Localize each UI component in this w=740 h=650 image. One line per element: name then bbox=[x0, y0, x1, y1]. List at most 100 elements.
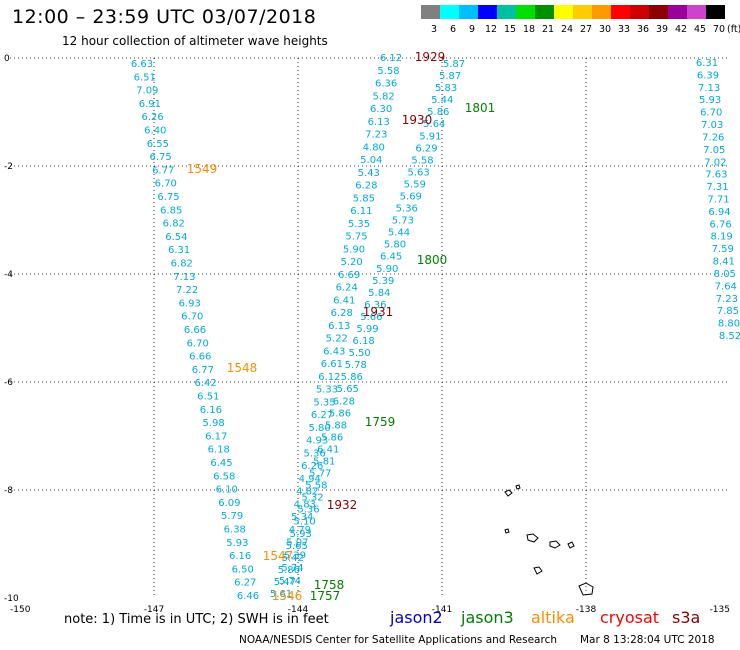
color-scale-label: 42 bbox=[674, 24, 688, 35]
color-swatch bbox=[554, 5, 573, 19]
swh-value: 7.64 bbox=[715, 281, 737, 292]
swh-value: 6.76 bbox=[709, 219, 731, 230]
longitude-tick-label: -144 bbox=[288, 605, 309, 615]
swh-value: 4.94 bbox=[299, 474, 321, 485]
swh-value: 5.07 bbox=[286, 538, 308, 549]
swh-value: 6.75 bbox=[157, 192, 179, 203]
swh-value: 6.36 bbox=[375, 79, 397, 90]
color-swatch bbox=[630, 5, 649, 19]
color-swatch bbox=[421, 5, 440, 19]
color-scale-label: 21 bbox=[541, 24, 555, 35]
latitude-tick-label: -10 bbox=[4, 594, 19, 604]
swh-value: 6.70 bbox=[187, 338, 209, 349]
swh-value: 5.82 bbox=[372, 91, 394, 102]
swh-value: 6.94 bbox=[708, 207, 730, 218]
color-swatch bbox=[440, 5, 459, 19]
swh-value: 7.85 bbox=[717, 306, 739, 317]
swh-value: 6.61 bbox=[321, 359, 343, 370]
swh-value: 5.04 bbox=[360, 155, 382, 166]
swh-value: 6.70 bbox=[700, 108, 722, 119]
swh-value: 6.18 bbox=[352, 336, 374, 347]
swh-value: 6.55 bbox=[147, 139, 169, 150]
swh-value: 5.86 bbox=[278, 565, 300, 576]
swh-value: 5.36 bbox=[297, 505, 319, 516]
pass-time-label: 1547 bbox=[263, 549, 294, 563]
color-swatch bbox=[516, 5, 535, 19]
legend-s3a: s3a bbox=[672, 608, 701, 627]
swh-value: 5.58 bbox=[305, 481, 327, 492]
swh-value: 5.22 bbox=[326, 334, 348, 345]
swh-value: 6.28 bbox=[331, 308, 353, 319]
swh-value: 5.93 bbox=[290, 529, 312, 540]
swh-value: 6.66 bbox=[189, 352, 211, 363]
swh-value: 5.91 bbox=[419, 131, 441, 142]
swh-value: 6.18 bbox=[208, 445, 230, 456]
swh-value: 6.40 bbox=[144, 126, 166, 137]
swh-value: 5.88 bbox=[325, 420, 347, 431]
swh-value: 6.85 bbox=[160, 205, 182, 216]
longitude-tick-label: -138 bbox=[576, 605, 597, 615]
color-scale-label: 24 bbox=[560, 24, 574, 35]
pass-time-label: 1757 bbox=[310, 589, 341, 603]
swh-value: 5.36 bbox=[396, 204, 418, 215]
swh-value: 4.93 bbox=[306, 436, 328, 447]
swh-value: 5.74 bbox=[279, 576, 301, 587]
swh-value: 6.43 bbox=[323, 346, 345, 357]
swh-value: 8.80 bbox=[718, 319, 740, 330]
swh-value: 8.41 bbox=[713, 257, 735, 268]
color-scale-label: 27 bbox=[579, 24, 593, 35]
swh-value: 5.86 bbox=[427, 107, 449, 118]
swh-value: 6.66 bbox=[184, 325, 206, 336]
island bbox=[515, 484, 521, 490]
island bbox=[504, 489, 513, 497]
pass-time-label: 1546 bbox=[272, 589, 303, 603]
swh-value: 5.83 bbox=[435, 83, 457, 94]
color-swatch bbox=[573, 5, 592, 19]
swh-value: 6.46 bbox=[237, 591, 259, 602]
swh-value: 4.80 bbox=[363, 142, 385, 153]
footer-credit: NOAA/NESDIS Center for Satellite Applica… bbox=[239, 634, 557, 646]
swh-value: 6.41 bbox=[333, 295, 355, 306]
swh-value: 7.05 bbox=[703, 145, 725, 156]
swh-value: 4.82 bbox=[296, 487, 318, 498]
map-title: 12:00 – 23:59 UTC 03/07/2018 bbox=[12, 6, 317, 28]
latitude-tick-label: -2 bbox=[4, 162, 13, 172]
swh-tracks: 6.63 6.51 7.09 6.91 6.26 6.40 6.55 6.75 6.77 6.70… bbox=[131, 53, 740, 602]
swh-value: 5.63 bbox=[407, 167, 429, 178]
swh-value: 7.22 bbox=[176, 285, 198, 296]
swh-value: 5.86 bbox=[321, 432, 343, 443]
color-scale-label: 39 bbox=[655, 24, 669, 35]
swh-value: 6.42 bbox=[194, 378, 216, 389]
color-swatch bbox=[497, 5, 516, 19]
swh-value: 6.12 bbox=[380, 53, 402, 64]
swh-value: 6.50 bbox=[232, 564, 254, 575]
swh-value: 5.39 bbox=[372, 276, 394, 287]
swh-value: 6.27 bbox=[234, 578, 256, 589]
latitude-tick-label: -8 bbox=[4, 486, 13, 496]
swh-value: 5.80 bbox=[308, 423, 330, 434]
color-scale-label: 45 bbox=[693, 24, 707, 35]
swh-value: 6.17 bbox=[205, 431, 227, 442]
swh-value: 6.09 bbox=[218, 498, 240, 509]
color-scale-label: 33 bbox=[617, 24, 631, 35]
swh-value: 7.23 bbox=[365, 130, 387, 141]
swh-value: 7.03 bbox=[701, 120, 723, 131]
swh-value: 5.79 bbox=[221, 511, 243, 522]
swh-value: 7.31 bbox=[706, 182, 728, 193]
longitude-tick-label: -150 bbox=[10, 605, 31, 615]
pass-time-label: 1758 bbox=[314, 578, 345, 592]
pass-time-label: 1548 bbox=[227, 361, 258, 375]
swh-value: 5.80 bbox=[384, 240, 406, 251]
swh-value: 5.77 bbox=[309, 469, 331, 480]
swh-value: 6.54 bbox=[165, 232, 187, 243]
swh-value: 7.63 bbox=[705, 170, 727, 181]
color-swatch bbox=[535, 5, 554, 19]
legend-altika: altika bbox=[531, 608, 575, 627]
color-swatch bbox=[611, 5, 630, 19]
swh-value: 5.44 bbox=[431, 95, 453, 106]
legend-cryosat: cryosat bbox=[600, 608, 660, 627]
latitude-tick-label: 0 bbox=[4, 54, 10, 64]
color-scale-label: 3 bbox=[430, 24, 438, 35]
swh-value: 6.77 bbox=[192, 365, 214, 376]
color-swatch bbox=[706, 5, 725, 19]
